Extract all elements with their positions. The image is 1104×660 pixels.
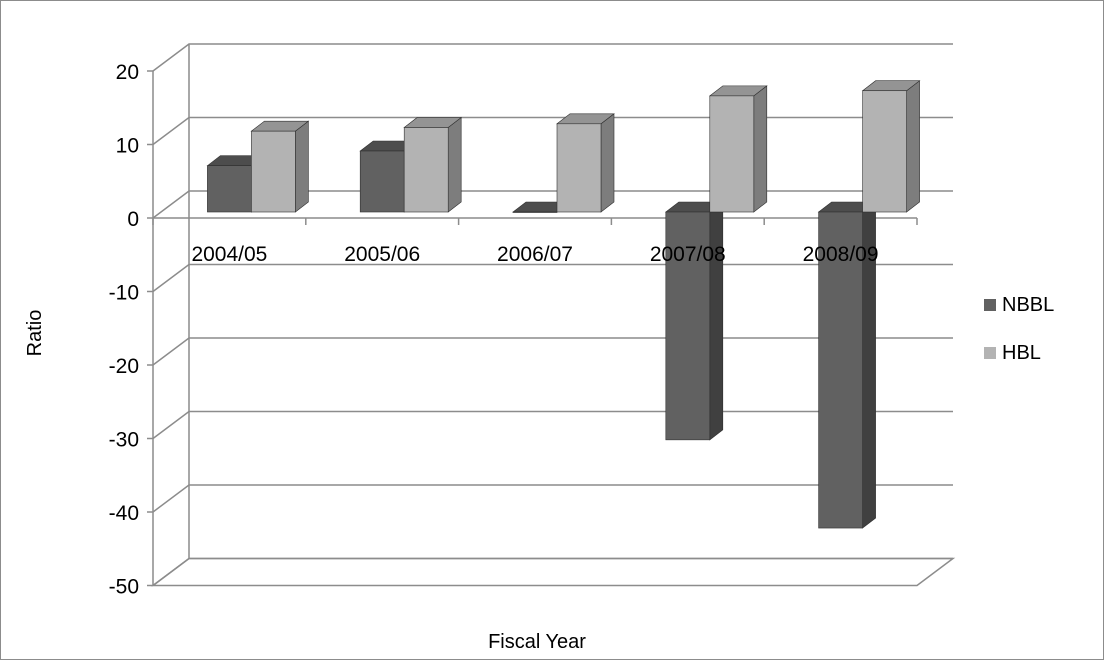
y-axis-title: Ratio bbox=[24, 310, 46, 357]
y-axis-tick-labels: 20 10 0 -10 -20 -30 -40 -50 bbox=[109, 61, 139, 599]
bar-nbbl-2007-08 bbox=[664, 201, 724, 441]
y-tick-label: -30 bbox=[109, 429, 139, 452]
x-tick-label: 2006/07 bbox=[497, 243, 573, 266]
legend-swatch bbox=[984, 299, 996, 311]
x-tick-label: 2005/06 bbox=[344, 243, 420, 266]
gridline bbox=[152, 557, 953, 587]
x-axis-tick-labels: 2004/05 2005/06 2006/07 2007/08 2008/09 bbox=[191, 243, 878, 266]
legend-label: NBBL bbox=[1002, 294, 1054, 316]
x-tick-label: 2004/05 bbox=[191, 243, 267, 266]
legend-item-hbl: HBL bbox=[984, 342, 1041, 364]
y-tick-label: 10 bbox=[116, 135, 139, 158]
bar-hbl-2006-07 bbox=[556, 113, 615, 213]
gridline bbox=[152, 484, 953, 513]
y-tick-label: 20 bbox=[116, 61, 139, 84]
bar-hbl-2004-05 bbox=[250, 120, 310, 213]
bar-hbl-2005-06 bbox=[403, 116, 463, 213]
legend: NBBL HBL bbox=[984, 294, 1054, 364]
bar-hbl-2007-08 bbox=[708, 85, 768, 213]
legend-swatch bbox=[984, 347, 996, 359]
y-tick-label: -20 bbox=[109, 355, 139, 378]
legend-item-nbbl: NBBL bbox=[984, 294, 1054, 316]
y-tick-label: -40 bbox=[109, 502, 139, 525]
gridline bbox=[152, 116, 953, 146]
y-tick-label: -50 bbox=[109, 576, 139, 599]
y-tick-label: 0 bbox=[127, 208, 139, 231]
legend-label: HBL bbox=[1002, 342, 1041, 364]
bars bbox=[206, 80, 921, 529]
gridline bbox=[152, 190, 953, 219]
y-tick-label: -10 bbox=[109, 282, 139, 305]
x-axis-title: Fiscal Year bbox=[488, 631, 586, 653]
bar-hbl-2008-09 bbox=[861, 80, 921, 213]
gridline bbox=[152, 43, 953, 72]
x-tick-label: 2008/09 bbox=[803, 243, 879, 266]
gridlines bbox=[147, 43, 956, 587]
x-tick-label: 2007/08 bbox=[650, 243, 726, 266]
floor bbox=[150, 557, 956, 587]
